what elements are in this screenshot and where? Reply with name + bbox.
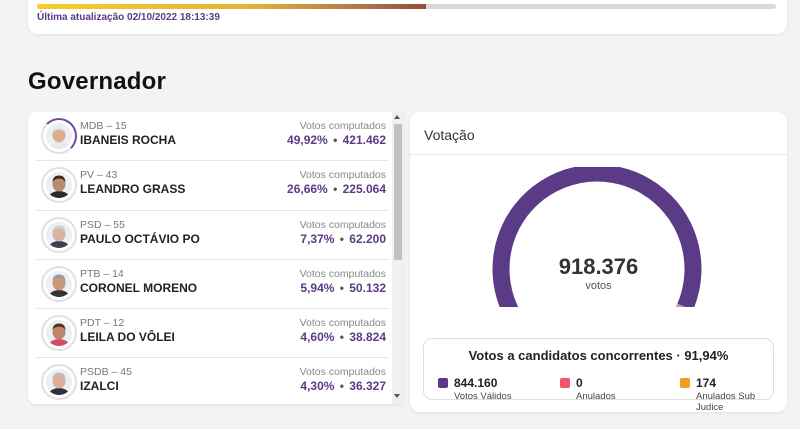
scroll-thumb[interactable] (394, 124, 402, 260)
candidate-votes: 4,30% • 36.327 (300, 379, 386, 393)
candidate-percent: 4,30% (300, 379, 335, 394)
candidate-row[interactable]: PSD – 55 PAULO OCTÁVIO PO Votos computad… (36, 211, 389, 260)
votes-computed-label: Votos computados (299, 317, 386, 330)
divider (410, 154, 787, 155)
apuracao-progress-fill (37, 4, 426, 9)
candidate-name: LEANDRO GRASS (80, 182, 186, 197)
votes-computed-label: Votos computados (299, 267, 386, 280)
legend-anulados-value: 0 (576, 376, 583, 390)
candidate-avatar-ring (41, 315, 77, 352)
legend-sub-judice-value: 174 (696, 376, 717, 390)
candidate-avatar (46, 369, 72, 396)
candidate-row[interactable]: PV – 43 LEANDRO GRASS Votos computados 2… (36, 161, 389, 211)
candidate-photo (46, 123, 72, 149)
candidate-avatar-ring (41, 167, 77, 204)
separator-dot: • (336, 280, 348, 295)
candidate-party: MDB – 15 (80, 120, 127, 132)
candidate-percent: 7,37% (300, 231, 335, 246)
candidate-vote-count: 38.824 (349, 330, 386, 345)
votes-computed-label: Votos computados (299, 218, 386, 231)
candidate-avatar (46, 320, 72, 347)
votacao-title: Votação (424, 127, 475, 143)
votacao-card: Votação 918.376 votos Votos a candidatos… (410, 112, 787, 413)
candidate-votes: 26,66% • 225.064 (287, 182, 386, 196)
legend-sub-judice-swatch (680, 378, 690, 388)
scroll-down-arrow-icon[interactable] (394, 394, 400, 398)
candidate-votes: 5,94% • 50.132 (300, 281, 386, 295)
section-title: Governador (28, 68, 167, 95)
candidate-avatar (46, 123, 72, 149)
separator-dot: • (329, 133, 341, 147)
candidate-vote-count: 225.064 (342, 182, 386, 197)
candidate-avatar-ring (41, 364, 77, 401)
legend-valid-value: 844.160 (454, 376, 498, 390)
candidate-photo (46, 221, 72, 248)
candidate-name: IBANEIS ROCHA (80, 133, 177, 147)
candidate-photo (46, 320, 72, 347)
legend-sub-judice-label: Anulados Sub Judice (696, 391, 756, 413)
candidate-votes: 7,37% • 62.200 (300, 232, 386, 246)
candidate-party: PSD – 55 (80, 218, 125, 231)
candidate-row[interactable]: PSDB – 45 IZALCI Votos computados 4,30% … (36, 358, 389, 404)
candidate-photo (46, 270, 72, 297)
candidate-avatar-ring (41, 265, 77, 302)
summary-title: Votos a candidatos concorrentes · 91,94% (468, 348, 729, 363)
candidate-name: PAULO OCTÁVIO PO (80, 231, 200, 246)
candidate-vote-count: 421.462 (342, 133, 386, 147)
candidate-avatar-ring (41, 118, 77, 154)
votes-computed-label: Votos computados (299, 169, 386, 182)
candidate-vote-count: 36.327 (349, 379, 386, 394)
candidate-party: PSDB – 45 (80, 366, 132, 379)
total-votes: 918.376 (558, 254, 639, 279)
candidate-percent: 5,94% (300, 280, 335, 295)
candidate-avatar (46, 172, 72, 199)
apuracao-progress-bar (37, 4, 776, 9)
progress-card: Última atualização 02/10/2022 18:13:39 (28, 0, 787, 34)
last-update-text: Última atualização 02/10/2022 18:13:39 (37, 12, 220, 23)
legend-valid-swatch (438, 378, 448, 388)
candidate-percent: 4,60% (300, 330, 335, 345)
candidate-votes: 4,60% • 38.824 (300, 330, 386, 344)
candidate-name: LEILA DO VÔLEI (80, 330, 175, 345)
votes-computed-label: Votos computados (299, 366, 386, 379)
candidate-percent: 49,92% (287, 133, 328, 147)
candidate-avatar (46, 270, 72, 297)
candidates-card: MDB – 15 IBANEIS ROCHA Votos computados … (28, 112, 403, 404)
candidate-name: CORONEL MORENO (80, 280, 198, 295)
candidate-photo (46, 172, 72, 199)
legend-valid-label: Votos Válidos (454, 391, 512, 402)
candidate-party: PDT – 12 (80, 317, 125, 330)
candidate-row[interactable]: MDB – 15 IBANEIS ROCHA Votos computados … (36, 112, 389, 162)
gauge-valid-segment (492, 167, 702, 307)
candidate-percent: 26,66% (287, 182, 328, 197)
separator-dot: • (336, 231, 348, 246)
candidate-list: MDB – 15 IBANEIS ROCHA Votos computados … (36, 112, 389, 404)
legend-anulados-label: Anulados (576, 391, 616, 402)
separator-dot: • (336, 330, 348, 345)
scroll-up-arrow-icon[interactable] (394, 115, 400, 119)
candidate-votes: 49,92% • 421.462 (287, 133, 386, 147)
candidate-row[interactable]: PDT – 12 LEILA DO VÔLEI Votos computados… (36, 309, 389, 359)
total-votes-unit: votos (585, 280, 612, 292)
candidate-party: PV – 43 (80, 169, 118, 182)
candidate-vote-count: 50.132 (349, 280, 386, 295)
legend-anulados-swatch (560, 378, 570, 388)
candidate-party: PTB – 14 (80, 267, 124, 280)
votes-computed-label: Votos computados (299, 120, 386, 132)
separator-dot: • (329, 182, 341, 197)
votes-summary-box: Votos a candidatos concorrentes · 91,94%… (423, 338, 774, 413)
candidate-vote-count: 62.200 (349, 231, 386, 246)
candidate-list-scrollbar[interactable] (392, 112, 403, 404)
separator-dot: • (336, 379, 348, 394)
candidate-row[interactable]: PTB – 14 CORONEL MORENO Votos computados… (36, 260, 389, 310)
votes-gauge (492, 167, 702, 307)
candidate-avatar (46, 221, 72, 248)
candidate-photo (46, 369, 72, 396)
candidate-name: IZALCI (80, 379, 119, 394)
candidate-avatar-ring (41, 216, 77, 253)
